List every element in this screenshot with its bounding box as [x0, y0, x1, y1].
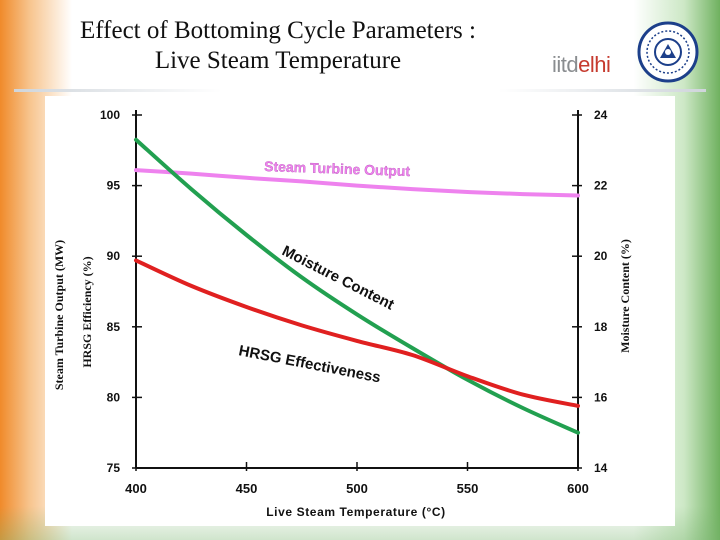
y-left-tick-label: 95 [107, 179, 121, 193]
hrsg-effectiveness-label: HRSG Effectiveness [237, 342, 382, 386]
title-line-2: Live Steam Temperature [154, 47, 402, 74]
y-left-tick-label: 90 [107, 249, 121, 263]
turbine-output-label: Steam Turbine Output [264, 158, 411, 179]
x-tick-label: 400 [125, 481, 147, 496]
y-left-tick-label: 80 [107, 390, 121, 404]
y-right-tick-label: 14 [594, 461, 608, 475]
y-left-tick-label: 85 [107, 320, 121, 334]
y-left-tick-label: 75 [107, 461, 121, 475]
institute-seal-icon [637, 21, 699, 83]
chart-series [134, 137, 580, 435]
chart-axes: 75 80 85 90 95 100 14 16 18 20 22 24 400 450 500 550 600… [52, 108, 632, 519]
hrsg-effectiveness-line [134, 258, 580, 408]
title-divider [14, 89, 706, 92]
y-right-tick-label: 18 [594, 320, 608, 334]
y-right-tick-label: 20 [594, 249, 608, 263]
logo-text-part2: elhi [578, 52, 611, 77]
title-line-1: Effect of Bottoming Cycle Parameters : [80, 17, 476, 44]
y-left-axis-title: Steam Turbine Output (MW) [52, 240, 66, 390]
y-right-axis-title: Moisture Content (%) [618, 239, 632, 353]
moisture-content-line [134, 137, 580, 435]
y-right-tick-label: 16 [594, 390, 608, 404]
x-axis-title: Live Steam Temperature (°C) [266, 505, 446, 519]
y-left-tick-label: 100 [100, 108, 120, 122]
institute-logo: iitdelhi [552, 52, 611, 78]
x-tick-label: 550 [457, 481, 479, 496]
y-right-tick-label: 22 [594, 179, 608, 193]
turbine-output-line [134, 168, 580, 198]
page-title: Effect of Bottoming Cycle Parameters : L… [18, 16, 538, 76]
x-tick-label: 500 [346, 481, 368, 496]
y-left-axis-title-2: HRSG Efficiency (%) [80, 256, 94, 367]
x-tick-label: 450 [236, 481, 258, 496]
logo-text-part1: iitd [552, 52, 579, 77]
chart-panel [45, 96, 675, 526]
y-right-tick-label: 24 [594, 108, 608, 122]
x-tick-label: 600 [567, 481, 589, 496]
